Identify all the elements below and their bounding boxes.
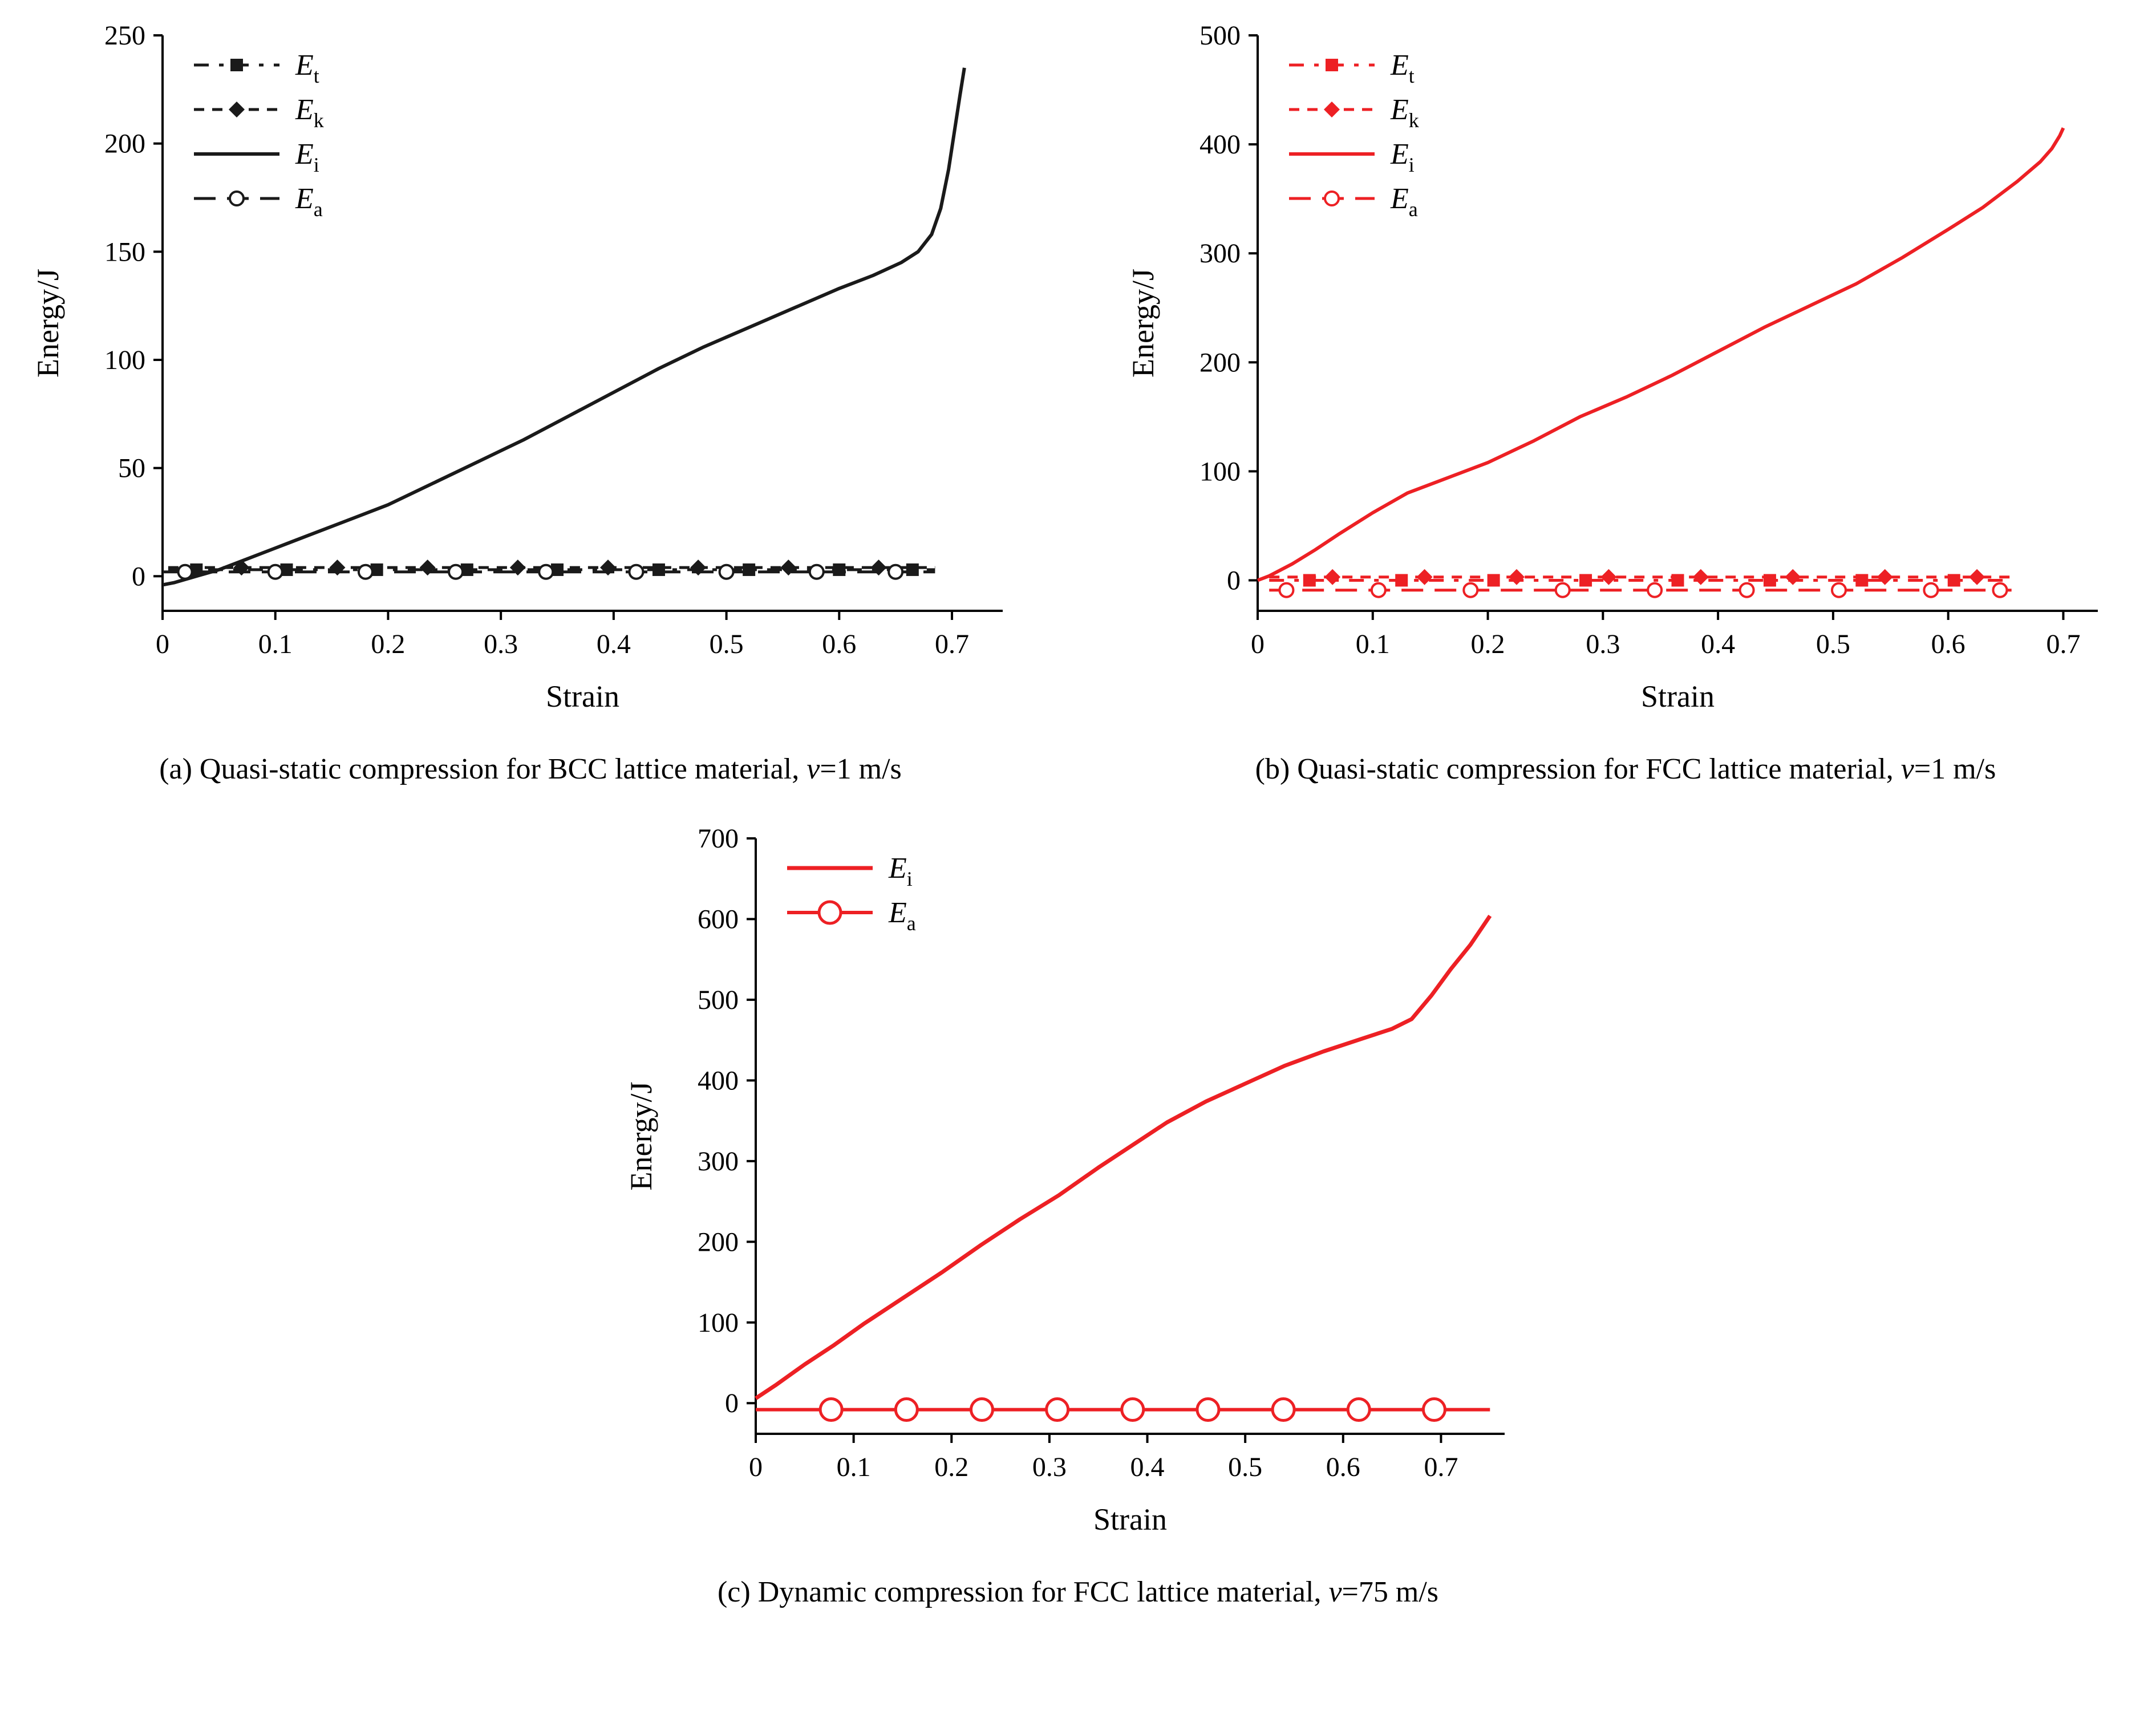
svg-text:0: 0 — [156, 629, 169, 659]
caption-suffix: =1 m/s — [820, 753, 902, 785]
svg-text:0.6: 0.6 — [822, 629, 856, 659]
svg-text:300: 300 — [1199, 238, 1241, 269]
svg-text:0.3: 0.3 — [1586, 629, 1620, 659]
svg-text:Ea: Ea — [888, 897, 916, 935]
svg-text:0.1: 0.1 — [837, 1452, 871, 1482]
figure-energy-strain: 0 0.1 0.2 0.3 0.4 0.5 0.6 0.7 0 50 100 150 200 250 Str… — [0, 8, 2156, 1609]
svg-text:Strain: Strain — [546, 679, 619, 713]
svg-text:0.6: 0.6 — [1931, 629, 1965, 659]
caption-suffix: =75 m/s — [1342, 1576, 1439, 1608]
svg-text:Strain: Strain — [1641, 679, 1715, 713]
svg-text:300: 300 — [698, 1146, 739, 1177]
svg-text:0.2: 0.2 — [934, 1452, 968, 1482]
svg-text:700: 700 — [698, 824, 739, 854]
svg-text:0.3: 0.3 — [484, 629, 518, 659]
caption-text: (b) Quasi-static compression for FCC lat… — [1255, 753, 1901, 785]
svg-text:0.1: 0.1 — [1356, 629, 1390, 659]
svg-text:400: 400 — [698, 1065, 739, 1096]
caption-text: (a) Quasi-static compression for BCC lat… — [159, 753, 807, 785]
svg-text:50: 50 — [118, 453, 145, 484]
svg-text:Energy/J: Energy/J — [31, 269, 65, 378]
svg-text:0.7: 0.7 — [935, 629, 969, 659]
svg-text:0: 0 — [725, 1388, 739, 1418]
svg-text:0.5: 0.5 — [1228, 1452, 1262, 1482]
bottom-row: 0 0.1 0.2 0.3 0.4 0.5 0.6 0.7 0 100 200 300 400 500 60… — [0, 811, 2156, 1609]
svg-text:Ek: Ek — [1390, 94, 1419, 132]
svg-text:0.7: 0.7 — [2046, 629, 2080, 659]
svg-text:Energy/J: Energy/J — [1126, 269, 1160, 378]
svg-text:0.4: 0.4 — [597, 629, 631, 659]
caption-velocity-symbol: v — [1328, 1576, 1342, 1608]
chart-c-caption: (c) Dynamic compression for FCC lattice … — [718, 1575, 1438, 1609]
svg-text:100: 100 — [104, 345, 145, 375]
svg-text:200: 200 — [698, 1227, 739, 1257]
svg-text:500: 500 — [698, 985, 739, 1015]
svg-text:0.5: 0.5 — [1816, 629, 1850, 659]
svg-text:600: 600 — [698, 904, 739, 934]
caption-suffix: =1 m/s — [1914, 753, 1996, 785]
svg-text:200: 200 — [104, 129, 145, 159]
chart-b-block: 0 0.1 0.2 0.3 0.4 0.5 0.6 0.7 0 100 200 300 400 500 St… — [1112, 8, 2139, 786]
svg-text:100: 100 — [698, 1308, 739, 1338]
svg-text:0.4: 0.4 — [1701, 629, 1735, 659]
svg-text:0.4: 0.4 — [1130, 1452, 1165, 1482]
svg-text:0.2: 0.2 — [1471, 629, 1505, 659]
chart-a-canvas: 0 0.1 0.2 0.3 0.4 0.5 0.6 0.7 0 50 100 150 200 250 Str… — [31, 21, 1003, 713]
svg-text:Ei: Ei — [1390, 138, 1415, 176]
svg-text:Et: Et — [1390, 49, 1415, 87]
svg-text:Ek: Ek — [295, 94, 324, 132]
svg-text:250: 250 — [104, 21, 145, 51]
svg-text:400: 400 — [1199, 129, 1241, 160]
svg-text:Strain: Strain — [1093, 1502, 1167, 1536]
svg-text:Ei: Ei — [295, 138, 319, 176]
svg-text:Et: Et — [295, 49, 319, 87]
svg-text:0.6: 0.6 — [1326, 1452, 1360, 1482]
svg-text:0: 0 — [132, 561, 145, 591]
chart-b-canvas: 0 0.1 0.2 0.3 0.4 0.5 0.6 0.7 0 100 200 300 400 500 St… — [1126, 21, 2098, 713]
svg-text:200: 200 — [1199, 347, 1241, 378]
top-row: 0 0.1 0.2 0.3 0.4 0.5 0.6 0.7 0 50 100 150 200 250 Str… — [0, 8, 2156, 786]
svg-text:Ea: Ea — [1390, 183, 1418, 221]
svg-text:0: 0 — [1227, 565, 1241, 595]
svg-text:0.7: 0.7 — [1424, 1452, 1458, 1482]
chart-a-caption: (a) Quasi-static compression for BCC lat… — [159, 752, 902, 786]
chart-c-block: 0 0.1 0.2 0.3 0.4 0.5 0.6 0.7 0 100 200 300 400 500 60… — [610, 811, 1546, 1609]
chart-b-caption: (b) Quasi-static compression for FCC lat… — [1255, 752, 1996, 786]
svg-text:0.5: 0.5 — [710, 629, 744, 659]
svg-text:Energy/J: Energy/J — [624, 1082, 658, 1191]
svg-text:0.3: 0.3 — [1032, 1452, 1067, 1482]
caption-velocity-symbol: v — [807, 753, 820, 785]
svg-text:0: 0 — [1251, 629, 1265, 659]
svg-text:Ei: Ei — [888, 852, 913, 890]
caption-velocity-symbol: v — [1900, 753, 1914, 785]
svg-text:500: 500 — [1199, 21, 1241, 51]
chart-a-block: 0 0.1 0.2 0.3 0.4 0.5 0.6 0.7 0 50 100 150 200 250 Str… — [17, 8, 1044, 786]
caption-text: (c) Dynamic compression for FCC lattice … — [717, 1576, 1329, 1608]
svg-text:Ea: Ea — [295, 183, 323, 221]
svg-text:150: 150 — [104, 237, 145, 267]
chart-c-canvas: 0 0.1 0.2 0.3 0.4 0.5 0.6 0.7 0 100 200 300 400 500 60… — [624, 824, 1505, 1536]
svg-text:0: 0 — [749, 1452, 763, 1482]
svg-text:100: 100 — [1199, 456, 1241, 486]
svg-text:0.1: 0.1 — [258, 629, 293, 659]
svg-text:0.2: 0.2 — [371, 629, 405, 659]
